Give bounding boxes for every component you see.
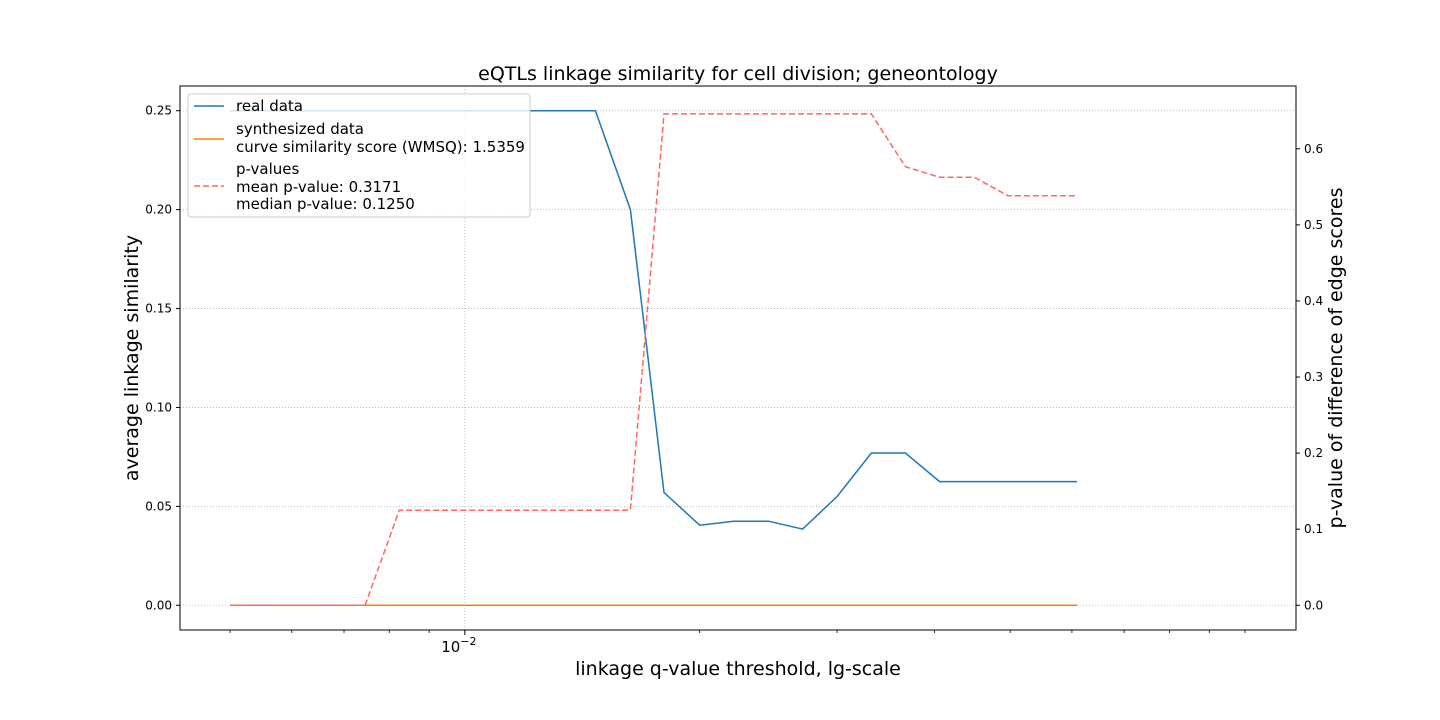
legend-label-p-values: p-values <box>236 160 300 178</box>
y-tick-label: 0.00 <box>145 598 172 612</box>
legend-label-wmsq-score: curve similarity score (WMSQ): 1.5359 <box>236 138 525 156</box>
plot-area-frame <box>179 85 1297 631</box>
y2-tick-label: 0.5 <box>1304 218 1323 232</box>
legend-label-mean-p-value: mean p-value: 0.3171 <box>236 178 401 196</box>
y2-tick-label: 0.1 <box>1304 522 1323 536</box>
y-tick-label: 0.20 <box>145 203 172 217</box>
y-tick-label: 0.10 <box>145 400 172 414</box>
legend-label-real-data: real data <box>236 97 303 115</box>
series-line-p-values <box>230 113 1077 607</box>
legend: real data synthesized data curve similar… <box>187 93 531 218</box>
legend-box <box>187 93 531 218</box>
left-y-axis: 0.00 0.05 0.10 0.15 0.20 0.25 <box>145 104 180 612</box>
y-tick-label: 0.25 <box>145 104 172 118</box>
right-y-axis: 0.0 0.1 0.2 0.3 0.4 0.5 0.6 <box>1296 142 1323 612</box>
y-tick-label: 0.15 <box>145 302 172 316</box>
y2-tick-label: 0.6 <box>1304 142 1323 156</box>
x-axis: 10−2 <box>229 630 1246 656</box>
x-axis-label: linkage q-value threshold, lg-scale <box>575 658 901 680</box>
chart-title: eQTLs linkage similarity for cell divisi… <box>478 63 998 85</box>
x-tick-exponent: −2 <box>460 635 476 648</box>
x-tick-label: 10−2 <box>441 635 476 656</box>
y2-tick-label: 0.0 <box>1304 598 1323 612</box>
y2-axis-label: p-value of difference of edge scores <box>1325 188 1347 529</box>
y-tick-label: 0.05 <box>145 499 172 513</box>
legend-label-median-p-value: median p-value: 0.1250 <box>236 195 415 213</box>
series-lines <box>230 109 1077 607</box>
y-axis-label: average linkage similarity <box>121 235 143 481</box>
series-line-real-data <box>230 109 1077 530</box>
y2-tick-label: 0.3 <box>1304 370 1323 384</box>
x-tick-base: 10 <box>441 638 460 656</box>
legend-label-synthesized-data: synthesized data <box>236 120 364 138</box>
y2-tick-label: 0.2 <box>1304 446 1323 460</box>
y2-tick-label: 0.4 <box>1304 294 1323 308</box>
